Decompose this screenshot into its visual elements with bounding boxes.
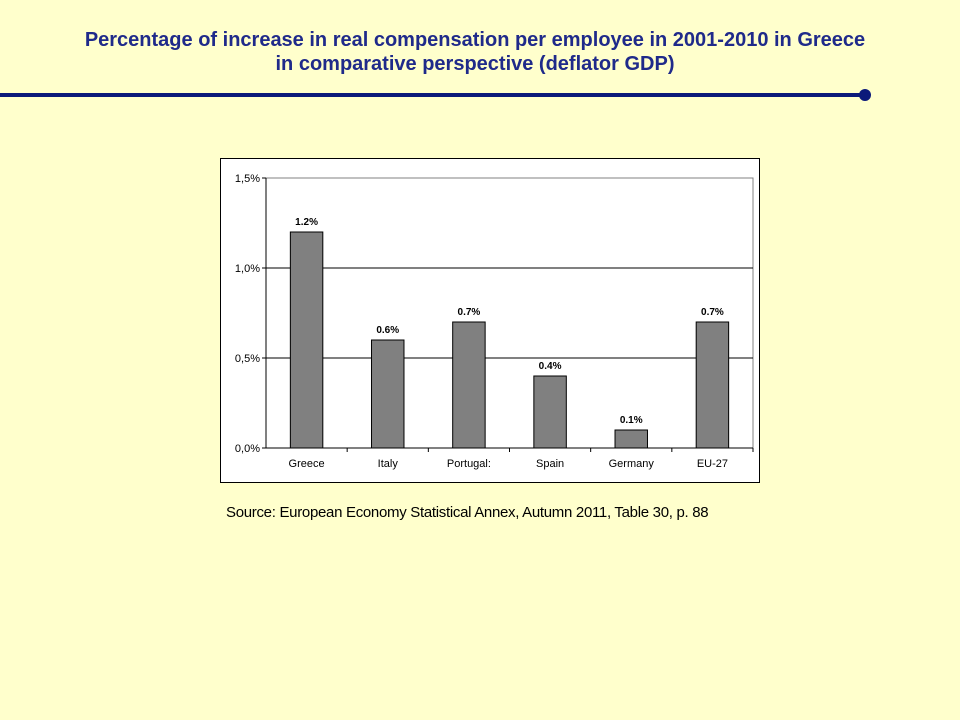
bar [452,321,486,449]
x-tick-label: EU-27 [697,458,728,470]
title-underline [0,93,862,97]
x-tick-label: Germany [609,458,655,470]
bar [533,375,567,449]
bar-chart: 0,0% 0,5% 1,0% 1,5% 1.2% Greece 0.6% Italy 0.7% P… [235,173,754,470]
y-tick-label: 0,5% [235,353,260,365]
data-label: 1.2% [295,217,318,228]
chart-frame: 0,0% 0,5% 1,0% 1,5% 1.2% Greece 0.6% Italy 0.7% P… [220,158,760,483]
bar [371,339,405,449]
bar [695,321,730,449]
x-tick-label: Greece [289,458,325,470]
title-underline-dot [859,89,871,101]
x-tick-label: Spain [536,458,564,470]
data-label: 0.7% [458,307,481,318]
slide-title: Percentage of increase in real compensat… [30,28,920,76]
bar [289,231,324,449]
data-label: 0.4% [539,361,562,372]
y-tick-label: 0,0% [235,443,260,455]
x-tick-label: Italy [378,458,399,470]
data-label: 0.7% [701,307,724,318]
bar [614,429,648,449]
data-label: 0.1% [620,415,643,426]
slide-title-line-2: in comparative perspective (deflator GDP… [275,53,675,75]
y-tick-label: 1,5% [235,173,260,185]
x-tick-label: Portugal: [447,458,491,470]
source-note: Source: European Economy Statistical Ann… [226,504,709,521]
plot-area-border [265,177,754,449]
y-tick-label: 1,0% [235,263,260,275]
data-label: 0.6% [376,325,399,336]
slide-title-line-1: Percentage of increase in real compensat… [84,29,866,51]
